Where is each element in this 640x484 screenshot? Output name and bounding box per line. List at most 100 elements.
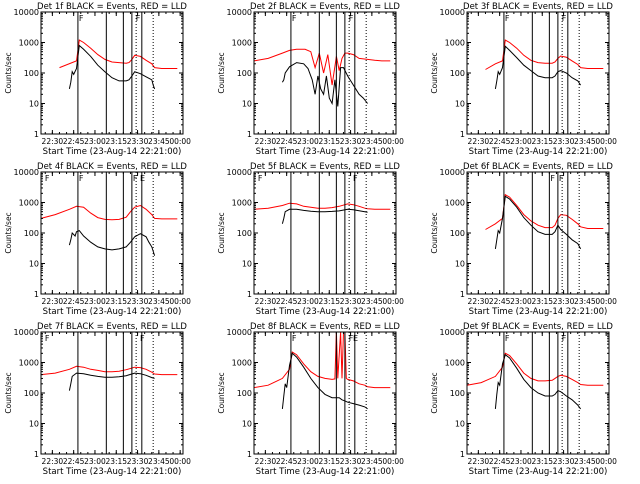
x-tick-label: 00:00: [169, 297, 191, 306]
x-tick-label: 22:30: [468, 297, 490, 306]
event-flag-label: F: [353, 174, 358, 183]
y-tick-label: 1: [460, 130, 465, 139]
y-axis-label: Counts/sec: [4, 372, 13, 413]
y-tick-label: 1: [247, 130, 252, 139]
x-tick-label: 23:45: [148, 297, 170, 306]
x-tick-label: 22:30: [42, 297, 64, 306]
y-tick-label: 1: [247, 290, 252, 299]
x-tick-label: 23:00: [510, 457, 532, 466]
events-series-line: [281, 352, 368, 410]
events-series-line: [281, 208, 368, 224]
x-tick-label: 00:00: [382, 297, 404, 306]
x-tick-label: 23:15: [105, 457, 127, 466]
lld-series-line: [40, 204, 178, 221]
x-tick-label: 23:30: [553, 137, 575, 146]
event-flag-label: F: [79, 174, 84, 183]
events-series-line: [68, 372, 155, 391]
x-tick-label: 23:15: [318, 137, 340, 146]
y-tick-label: 10: [242, 420, 252, 429]
x-tick-label: 00:00: [382, 457, 404, 466]
x-tick-label: 22:45: [276, 297, 298, 306]
y-tick-label: 100: [450, 69, 465, 78]
lld-series-line: [466, 352, 604, 386]
x-tick-label: 23:15: [531, 137, 553, 146]
x-tick-label: 22:45: [489, 297, 511, 306]
event-flag-label: F: [292, 334, 297, 343]
event-flag-label: E: [140, 174, 145, 183]
panel-title: Det 9f BLACK = Events, RED = LLD: [463, 322, 613, 332]
event-flag-label: F: [349, 14, 354, 23]
y-tick-label: 1: [460, 290, 465, 299]
x-axis-label: Start Time (23-Aug-14 22:21:00): [469, 147, 608, 157]
y-tick-label: 100: [24, 389, 39, 398]
y-tick-label: 10000: [440, 8, 465, 17]
y-tick-label: 10000: [440, 168, 465, 177]
x-tick-label: 23:00: [297, 137, 319, 146]
x-axis-label: Start Time (23-Aug-14 22:21:00): [43, 307, 182, 317]
y-tick-label: 10: [29, 260, 39, 269]
x-tick-label: 22:30: [255, 457, 277, 466]
y-tick-label: 10: [455, 260, 465, 269]
y-tick-label: 1000: [19, 199, 39, 208]
panel-title: Det 6f BLACK = Events, RED = LLD: [463, 162, 613, 172]
y-tick-label: 100: [24, 229, 39, 238]
event-flag-label: E: [353, 334, 358, 343]
x-tick-label: 23:00: [297, 457, 319, 466]
y-tick-label: 1: [34, 290, 39, 299]
x-tick-label: 22:45: [489, 457, 511, 466]
y-axis-label: Counts/sec: [217, 52, 226, 93]
x-tick-label: 00:00: [595, 457, 617, 466]
x-axis-label: Start Time (23-Aug-14 22:21:00): [469, 467, 608, 477]
event-flag-label: F: [550, 174, 555, 183]
x-tick-label: 22:45: [63, 457, 85, 466]
x-axis-label: Start Time (23-Aug-14 22:21:00): [43, 147, 182, 157]
x-tick-label: 00:00: [382, 137, 404, 146]
event-flag-label: F: [292, 14, 297, 23]
x-tick-label: 23:45: [574, 297, 596, 306]
plot-frame: [253, 11, 397, 135]
x-tick-label: 23:45: [148, 457, 170, 466]
y-tick-label: 10: [242, 260, 252, 269]
x-tick-label: 23:30: [340, 137, 362, 146]
events-series-line: [494, 195, 582, 250]
x-tick-label: 22:30: [255, 297, 277, 306]
y-tick-label: 1000: [445, 39, 465, 48]
y-axis-label: Counts/sec: [430, 212, 439, 253]
x-tick-label: 22:45: [63, 297, 85, 306]
plot-frame: [466, 11, 610, 135]
panel-title: Det 7f BLACK = Events, RED = LLD: [37, 322, 187, 332]
x-tick-label: 23:00: [510, 137, 532, 146]
y-tick-label: 1: [34, 450, 39, 459]
x-tick-label: 23:15: [531, 297, 553, 306]
y-tick-label: 10: [455, 420, 465, 429]
y-axis-label: Counts/sec: [217, 212, 226, 253]
event-flag-label: F: [559, 174, 564, 183]
y-axis-label: Counts/sec: [430, 372, 439, 413]
y-tick-label: 1000: [232, 359, 252, 368]
event-flag-label: F: [79, 14, 84, 23]
event-flag-label: F: [140, 334, 145, 343]
plot-frame: [40, 11, 184, 135]
y-tick-label: 100: [450, 389, 465, 398]
x-tick-label: 22:45: [276, 137, 298, 146]
plot-frame: [40, 331, 184, 455]
y-axis-label: Counts/sec: [4, 212, 13, 253]
x-axis-label: Start Time (23-Aug-14 22:21:00): [256, 467, 395, 477]
event-flag-label: F: [136, 14, 141, 23]
x-tick-label: 22:45: [63, 137, 85, 146]
x-tick-label: 00:00: [595, 137, 617, 146]
event-flag-label: F: [45, 174, 50, 183]
y-tick-label: 10000: [14, 328, 39, 337]
event-flag-label: F: [562, 14, 567, 23]
y-tick-label: 10000: [227, 168, 252, 177]
lld-series-line: [253, 202, 391, 210]
y-tick-label: 10: [242, 100, 252, 109]
event-flag-label: F: [258, 174, 263, 183]
panel-title: Det 4f BLACK = Events, RED = LLD: [37, 162, 187, 172]
lld-series-line: [40, 365, 178, 376]
